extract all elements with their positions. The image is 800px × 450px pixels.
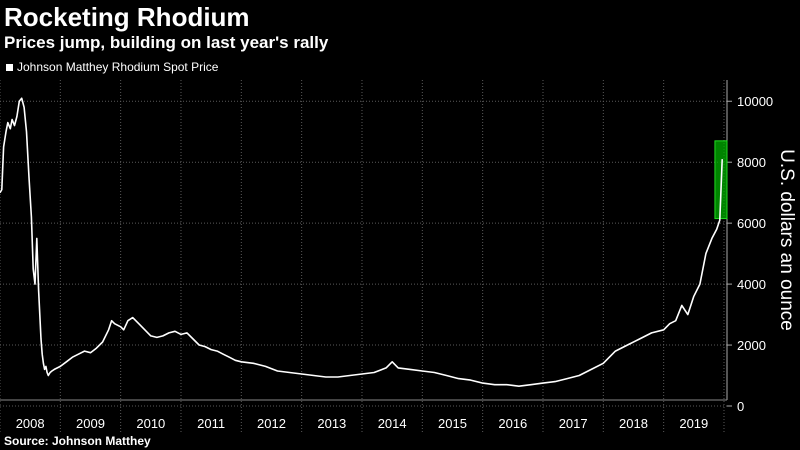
y-axis-label: U.S. dollars an ounce: [776, 149, 797, 331]
x-tick-label: 2008: [16, 416, 45, 431]
x-tick-label: 2016: [498, 416, 527, 431]
y-tick-label: 10000: [737, 94, 773, 109]
x-tick-label: 2019: [679, 416, 708, 431]
x-tick-label: 2014: [378, 416, 407, 431]
legend-label: Johnson Matthey Rhodium Spot Price: [17, 60, 219, 74]
x-tick-label: 2013: [317, 416, 346, 431]
chart-subtitle: Prices jump, building on last year's ral…: [4, 33, 329, 52]
chart-title: Rocketing Rhodium: [4, 2, 250, 32]
y-tick-label: 4000: [737, 277, 766, 292]
x-tick-label: 2015: [438, 416, 467, 431]
x-tick-label: 2012: [257, 416, 286, 431]
y-tick-label: 0: [737, 399, 744, 414]
y-tick-label: 6000: [737, 216, 766, 231]
x-tick-label: 2018: [619, 416, 648, 431]
x-tick-label: 2010: [136, 416, 165, 431]
legend: Johnson Matthey Rhodium Spot Price: [6, 60, 218, 74]
series-line: [0, 97, 723, 388]
source-note: Source: Johnson Matthey: [4, 434, 151, 448]
x-tick-label: 2009: [76, 416, 105, 431]
x-tick-label: 2011: [197, 416, 225, 431]
y-tick-label: 2000: [737, 338, 766, 353]
y-tick-label: 8000: [737, 155, 766, 170]
x-tick-label: 2017: [559, 416, 588, 431]
legend-swatch: [6, 63, 13, 71]
